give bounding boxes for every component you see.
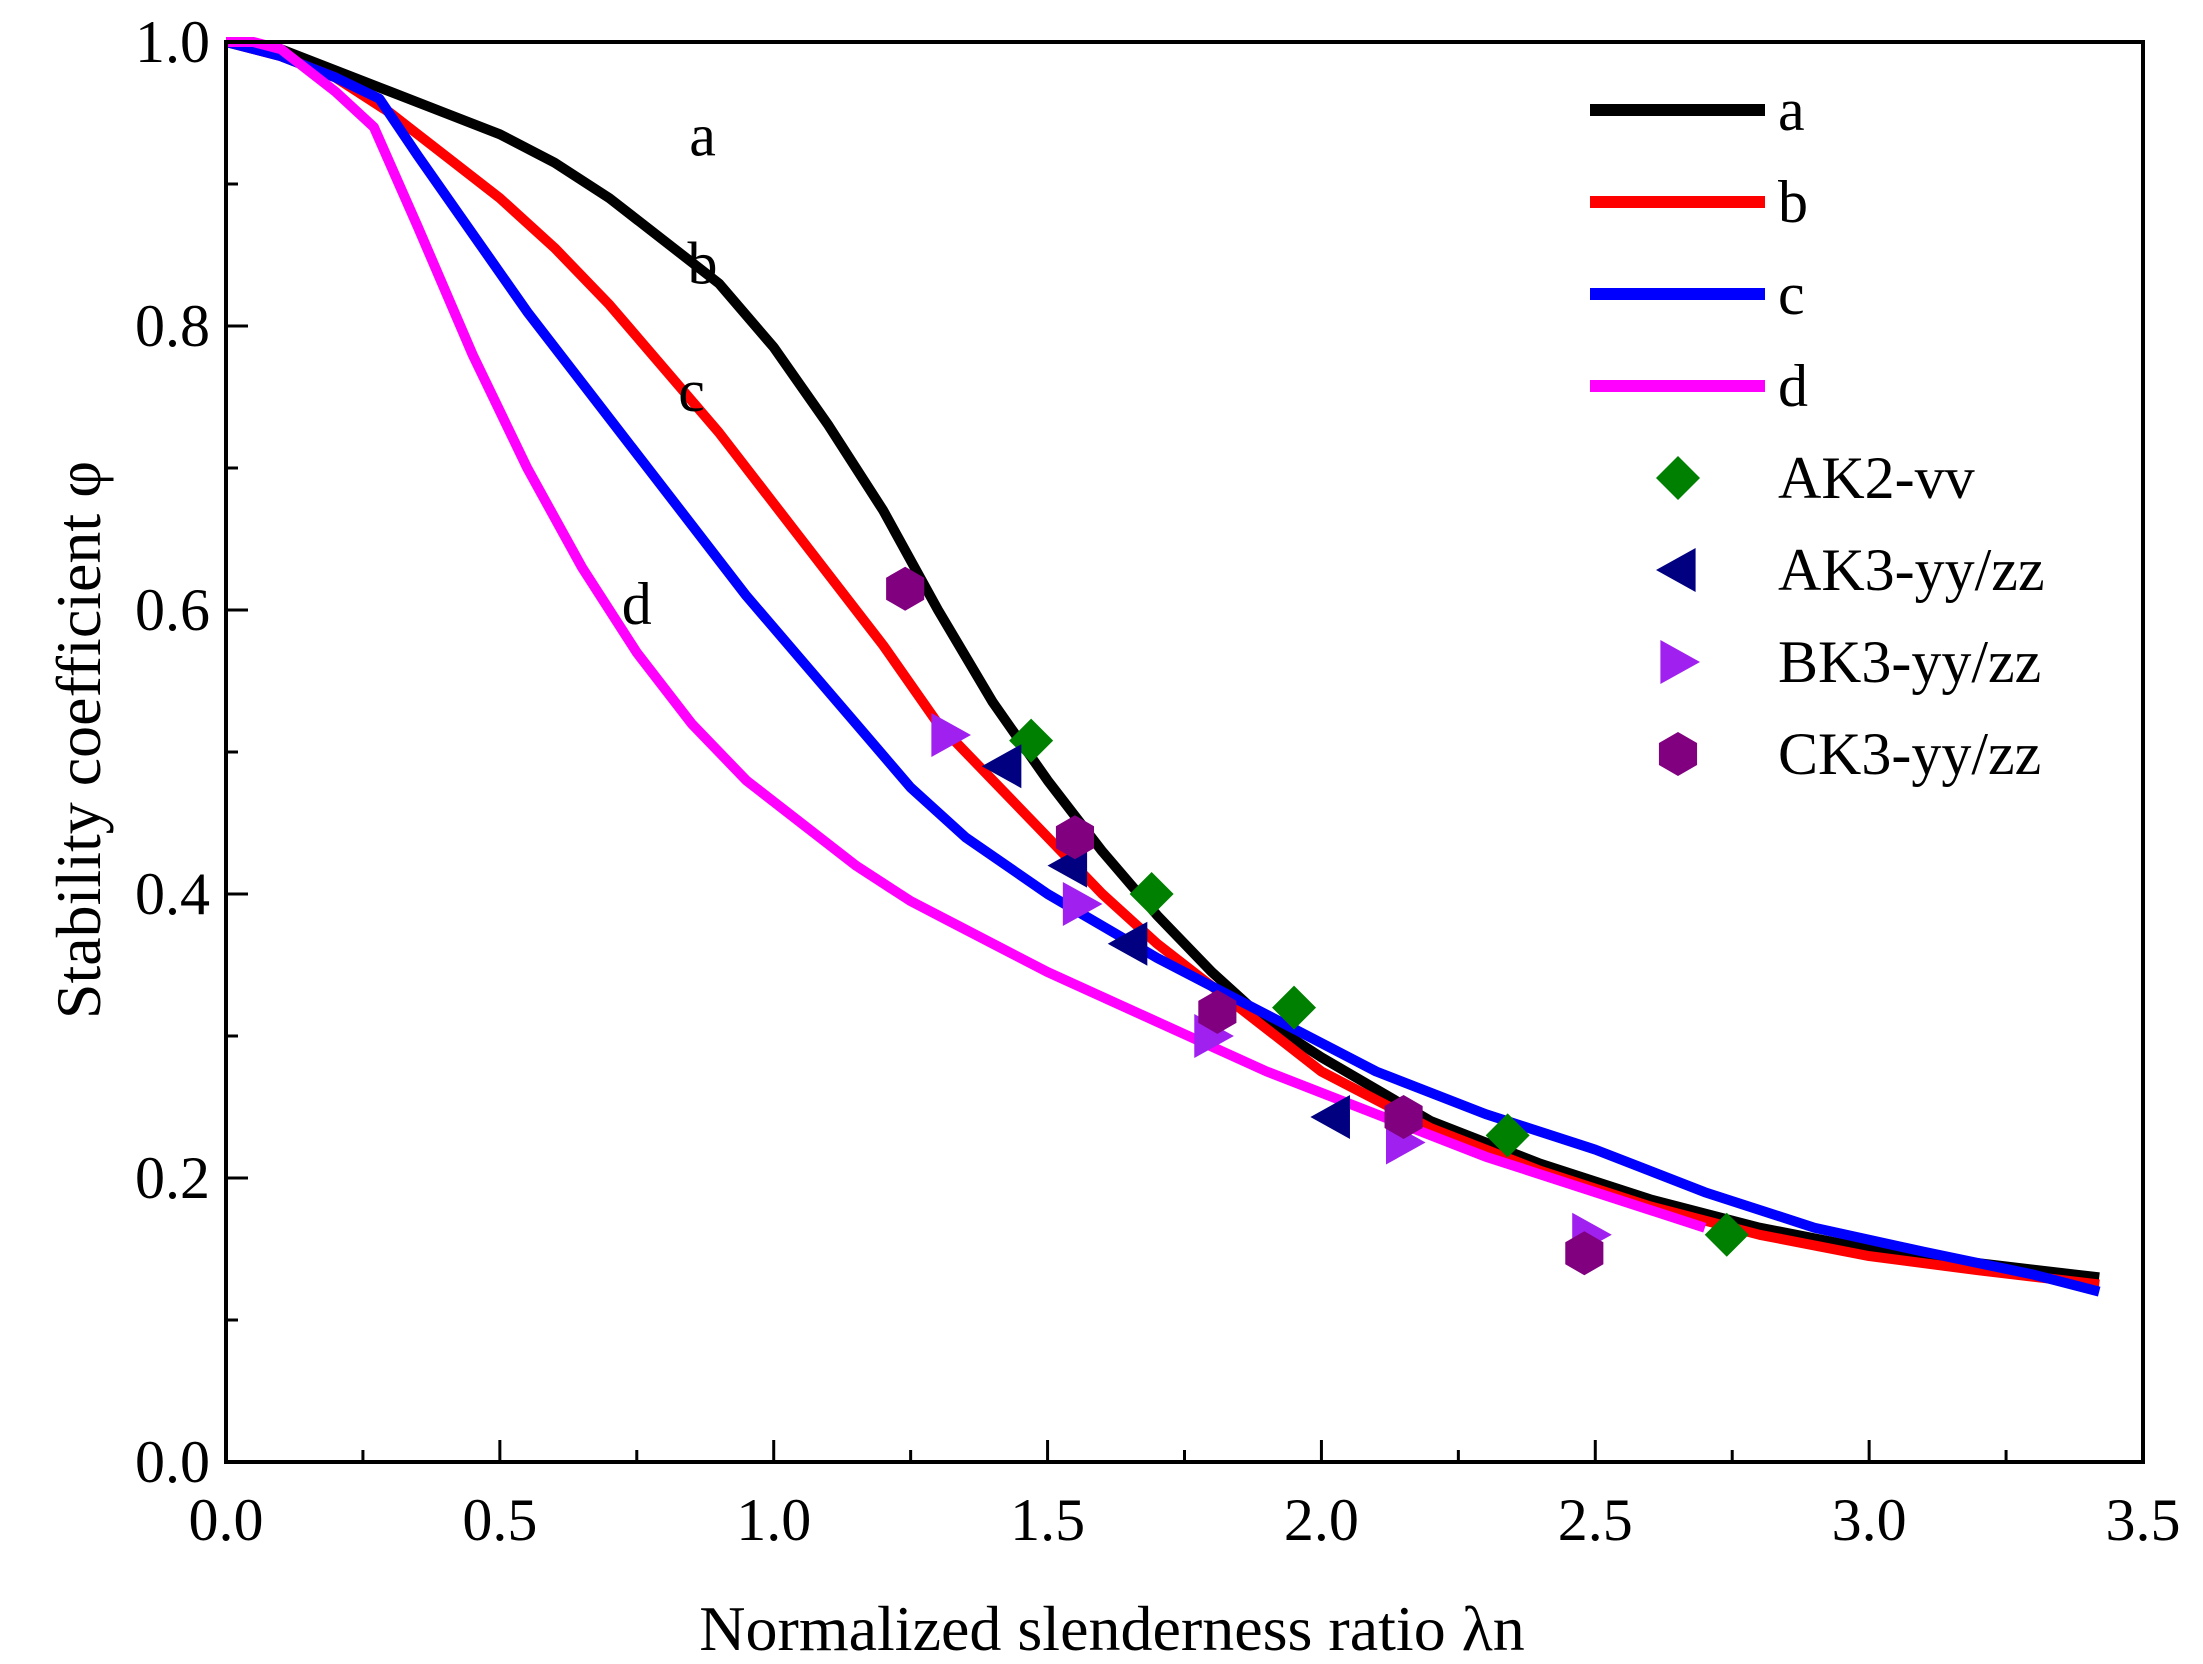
legend-marker-ak2-vv: [1656, 456, 1700, 500]
y-axis-title: Stability coefficient φ: [43, 461, 114, 1019]
legend-label-a: a: [1778, 77, 1805, 143]
y-tick-label: 1.0: [135, 9, 210, 75]
data-point-ak3-yy-zz: [1310, 1094, 1350, 1139]
legend-marker-ck3-yy-zz: [1658, 732, 1698, 776]
x-axis-title: Normalized slenderness ratio λn: [699, 1593, 1524, 1664]
series-line-a: [225, 37, 2100, 1283]
legend-label-ak2-vv: AK2-vv: [1778, 445, 1975, 511]
curve-label-c: c: [678, 358, 705, 424]
data-point-ck3-yy-zz: [1384, 1094, 1423, 1139]
x-tick-label: 1.0: [736, 1487, 811, 1553]
legend-label-ck3-yy-zz: CK3-yy/zz: [1778, 721, 2041, 787]
data-point-ak2-vv: [1485, 1113, 1530, 1158]
legend-marker-ak3-yy-zz: [1656, 548, 1696, 592]
legend-label-ak3-yy-zz: AK3-yy/zz: [1778, 537, 2045, 603]
legend-label-d: d: [1778, 353, 1808, 419]
y-tick-label: 0.4: [135, 861, 210, 927]
x-tick-label: 2.0: [1284, 1487, 1359, 1553]
series-line-d: [226, 37, 1707, 1233]
data-point-bk3-yy-zz: [1062, 881, 1103, 926]
data-point-ak2-vv: [1129, 872, 1174, 916]
data-point-ck3-yy-zz: [1055, 815, 1095, 860]
data-point-ck3-yy-zz: [886, 566, 925, 611]
series-line-c: [224, 37, 2101, 1297]
y-tick-label: 0.6: [135, 577, 210, 643]
x-tick-label: 0.0: [189, 1487, 264, 1553]
curves-layer: [224, 37, 2101, 1297]
curve-label-d: d: [622, 571, 652, 637]
legend-label-bk3-yy-zz: BK3-yy/zz: [1778, 629, 2041, 695]
data-point-ak3-yy-zz: [981, 744, 1022, 789]
markers-layer: [886, 566, 1749, 1276]
x-tick-label: 0.5: [462, 1487, 537, 1553]
curve-label-a: a: [689, 103, 716, 169]
x-tick-label: 2.5: [1558, 1487, 1633, 1553]
data-point-ak3-yy-zz: [1107, 921, 1148, 966]
y-axis: 0.0 0.2 0.4 0.6 0.8 1.0: [135, 9, 248, 1495]
x-axis: 0.0 0.5 1.0 1.5 2.0 2.5 3.0 3.5: [189, 1440, 2181, 1553]
curve-labels-layer: abc d: [622, 103, 718, 638]
x-tick-label: 3.5: [2106, 1487, 2181, 1553]
data-point-ak2-vv: [1272, 985, 1317, 1030]
data-point-bk3-yy-zz: [931, 712, 971, 757]
data-point-ck3-yy-zz: [1198, 989, 1237, 1034]
data-point-ck3-yy-zz: [1565, 1231, 1604, 1276]
legend-label-c: c: [1778, 261, 1805, 327]
data-point-ak2-vv: [1704, 1212, 1749, 1257]
legend-marker-bk3-yy-zz: [1660, 640, 1700, 684]
x-tick-label: 3.0: [1832, 1487, 1907, 1553]
curve-label-b: b: [688, 230, 718, 296]
y-tick-label: 0.0: [135, 1429, 210, 1495]
y-tick-label: 0.2: [135, 1145, 210, 1211]
y-tick-label: 0.8: [135, 293, 210, 359]
legend-label-b: b: [1778, 169, 1808, 235]
x-tick-label: 1.5: [1010, 1487, 1085, 1553]
